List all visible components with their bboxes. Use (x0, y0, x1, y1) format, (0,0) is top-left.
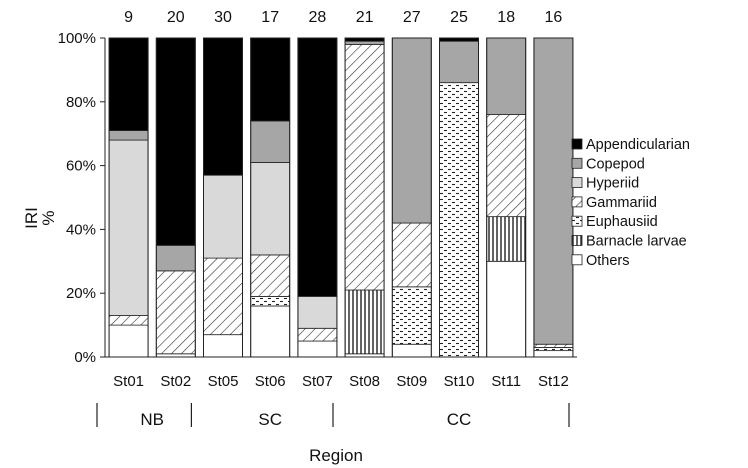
bar-segment-st08-barnacle-larvae (344, 289, 385, 355)
bar-segment-st06-euphausiid (250, 295, 291, 307)
bar-segment-st12-gammariid (533, 343, 574, 348)
bar-segment-st05-gammariid (203, 257, 243, 336)
bar-segment-st06-copepod (250, 120, 291, 163)
legend-swatch-gammariid (571, 196, 583, 208)
x-tick-label-st01: St01 (113, 373, 144, 390)
bar-segment-st09-gammariid (391, 222, 432, 288)
sample-size-st08: 21 (356, 9, 374, 26)
y-axis: 0% 20% 40% 60% 80% 100% (58, 30, 106, 366)
bar-segment-st08-copepod (344, 40, 385, 45)
bar-segment-st09-others (391, 343, 432, 358)
bar-segment-st10-euphausiid (439, 82, 479, 358)
bar-segment-st01-appendicularian (108, 37, 149, 131)
y-tick-label: 60% (66, 158, 96, 175)
bar-segment-st07-gammariid (297, 327, 338, 342)
bar-segment-st01-gammariid (108, 315, 149, 326)
x-axis-title: Region (309, 446, 363, 465)
y-tick-label: 20% (66, 285, 96, 302)
y-axis-unit: % (39, 210, 58, 225)
bar-segment-st02-appendicularian (155, 37, 196, 246)
region-label-sc: SC (258, 410, 282, 429)
bar-segment-st11-copepod (486, 37, 527, 115)
x-tick-label-st10: St10 (444, 373, 475, 390)
bar-segment-st05-appendicularian (203, 37, 243, 176)
region-groups: NB SC CC (96, 403, 570, 429)
bar-segment-st01-others (108, 324, 149, 358)
bar-segment-st07-hyperiid (297, 295, 338, 329)
sample-size-st09: 27 (403, 9, 421, 26)
y-tick-label: 80% (66, 94, 96, 111)
legend-label-barnacle-larvae: Barnacle larvae (586, 234, 687, 250)
y-tick-label: 40% (66, 221, 96, 238)
region-label-cc: CC (447, 410, 472, 429)
sample-size-st06: 17 (261, 9, 279, 26)
bar-segment-st09-euphausiid (391, 286, 432, 345)
legend-label-others: Others (586, 253, 630, 269)
sample-size-labels: 9 20 30 17 28 21 27 25 18 16 (124, 9, 562, 26)
bar-segment-st11-others (486, 260, 527, 358)
bar-segment-st02-gammariid (155, 270, 196, 355)
y-tick-label: 100% (58, 30, 96, 47)
bar-segment-st06-appendicularian (250, 37, 291, 122)
legend-label-appendicularian: Appendicularian (586, 137, 690, 153)
bar-segment-st06-gammariid (250, 254, 291, 297)
legend-label-euphausiid: Euphausiid (586, 214, 658, 230)
bar-segment-st12-others (533, 350, 574, 358)
bar-segment-st01-hyperiid (108, 139, 149, 316)
bar-segment-st07-appendicularian (297, 37, 338, 297)
legend-swatch-barnacle-larvae (571, 235, 583, 246)
legend-swatch-others (571, 254, 583, 266)
legend-swatch-appendicularian (571, 138, 583, 150)
sample-size-st02: 20 (167, 9, 185, 26)
x-tick-label-st06: St06 (255, 373, 286, 390)
x-axis: St01 St02 St05 St06 St07 St08 St09 St10 St11 St12 (105, 356, 577, 390)
bar-segment-st07-others (297, 340, 338, 358)
bar-segment-st08-gammariid (344, 43, 385, 291)
sample-size-st10: 25 (450, 9, 468, 26)
sample-size-st12: 16 (545, 9, 563, 26)
x-tick-label-st08: St08 (349, 373, 380, 390)
bar-segment-st09-copepod (391, 37, 432, 224)
legend-label-copepod: Copepod (586, 156, 645, 172)
bar-segment-st11-gammariid (486, 114, 527, 218)
bar-segment-st12-euphausiid (533, 347, 574, 352)
bars (108, 37, 574, 358)
sample-size-st01: 9 (124, 9, 133, 26)
sample-size-st05: 30 (214, 9, 232, 26)
bar-segment-st05-others (203, 334, 243, 358)
bar-segment-st06-hyperiid (250, 162, 291, 256)
bar-segment-st12-copepod (533, 37, 574, 345)
legend-label-gammariid: Gammariid (586, 195, 657, 211)
legend: Appendicularian Copepod Hyperiid Gammariid E… (571, 137, 690, 269)
bar-segment-st01-copepod (108, 130, 149, 141)
x-tick-label-st12: St12 (538, 373, 569, 390)
bar-segment-st10-copepod (439, 40, 479, 84)
x-tick-label-st02: St02 (160, 373, 191, 390)
legend-swatch-copepod (571, 157, 583, 169)
bar-segment-st11-barnacle-larvae (486, 216, 527, 262)
sample-size-st11: 18 (497, 9, 515, 26)
legend-swatch-euphausiid (571, 215, 583, 227)
region-label-nb: NB (140, 410, 164, 429)
x-tick-label-st11: St11 (491, 373, 521, 390)
legend-label-hyperiid: Hyperiid (586, 176, 639, 192)
y-tick-label: 0% (74, 349, 96, 366)
bar-segment-st06-others (250, 305, 291, 358)
legend-swatch-hyperiid (571, 177, 583, 189)
x-tick-label-st05: St05 (208, 373, 239, 390)
y-axis-title: IRI (22, 207, 41, 229)
bar-segment-st02-copepod (155, 244, 196, 272)
bar-segment-st05-hyperiid (203, 174, 243, 259)
sample-size-st07: 28 (309, 9, 327, 26)
x-tick-label-st09: St09 (396, 373, 427, 390)
x-tick-label-st07: St07 (302, 373, 333, 390)
